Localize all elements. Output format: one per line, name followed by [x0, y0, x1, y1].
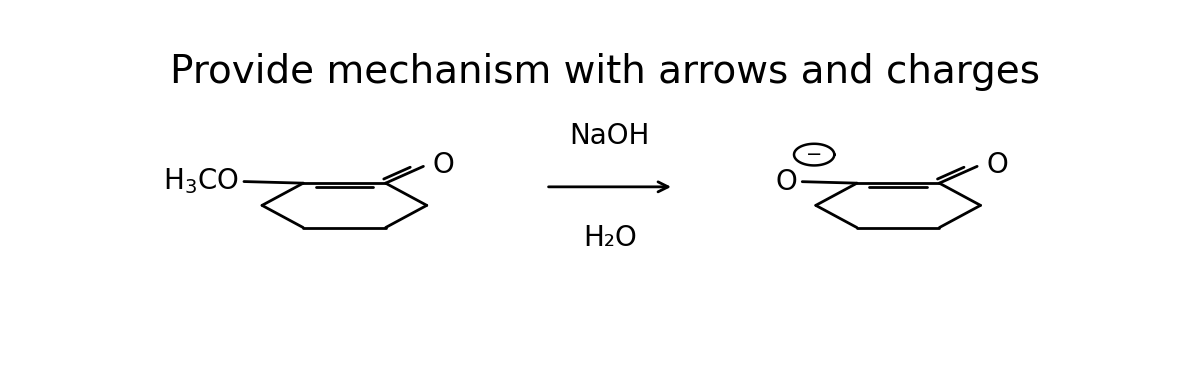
Text: NaOH: NaOH — [569, 122, 650, 150]
Text: H$_3$CO: H$_3$CO — [163, 166, 240, 196]
Text: H₂O: H₂O — [583, 224, 637, 252]
Text: O: O — [776, 168, 797, 196]
Text: O: O — [432, 151, 455, 179]
Text: Provide mechanism with arrows and charges: Provide mechanism with arrows and charge… — [170, 53, 1040, 91]
Text: O: O — [986, 151, 1009, 179]
Text: −: − — [805, 145, 822, 164]
